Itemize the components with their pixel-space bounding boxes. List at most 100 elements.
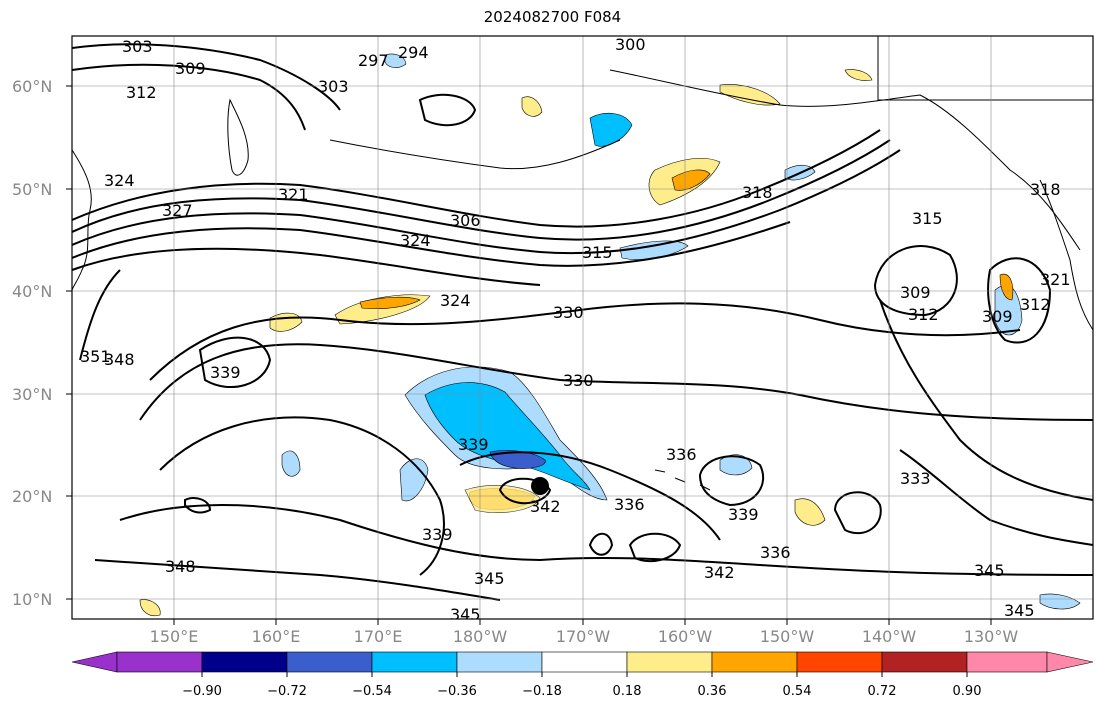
contour-label: 351 <box>80 347 111 366</box>
colorbar-tick-label: −0.18 <box>522 684 562 699</box>
contour-label: 324 <box>400 231 431 250</box>
shade-yellow-4 <box>521 96 543 117</box>
contour-303 <box>72 43 341 111</box>
lon-label: 130°W <box>963 627 1019 646</box>
contour-low-5 <box>628 532 682 563</box>
colorbar-bin <box>881 651 968 673</box>
contour-339-west <box>198 336 272 389</box>
shade-blue-north <box>589 112 633 147</box>
aleutian-chain <box>329 139 621 170</box>
colorbar-tick-label: 0.36 <box>697 684 727 699</box>
colorbar-bin <box>966 651 1048 673</box>
shade-blue-5 <box>719 454 753 476</box>
coastlines <box>72 36 1093 491</box>
contour-label: 318 <box>742 183 773 202</box>
graticule <box>72 36 1093 619</box>
contour-label: 330 <box>563 371 594 390</box>
colorbar-bin <box>116 651 203 673</box>
shade-orange-6 <box>999 273 1014 301</box>
contour-low-4 <box>698 455 765 507</box>
colorbar-bin <box>626 651 713 673</box>
contour-label: 312 <box>1020 295 1051 314</box>
contour-label: 321 <box>278 185 309 204</box>
contour-label: 315 <box>582 243 613 262</box>
asia-coast <box>72 149 92 291</box>
contour-label: 336 <box>666 445 697 464</box>
border-line <box>877 36 1093 101</box>
contour-label: 333 <box>900 469 931 488</box>
colorbar-extend-high <box>1046 651 1094 673</box>
colorbar-ticks <box>201 672 968 677</box>
contour-low-7 <box>498 477 552 505</box>
shade-yellow-9 <box>139 599 161 617</box>
contour-label: 312 <box>908 305 939 324</box>
lon-label: 140°W <box>861 627 917 646</box>
contour-label: 345 <box>474 569 505 588</box>
shade-blue-3 <box>619 240 689 260</box>
contour-ring-2 <box>184 497 212 514</box>
contour-label: 330 <box>553 303 584 322</box>
shade-blue-core <box>424 382 591 491</box>
contour-label: 339 <box>422 525 453 544</box>
contour-label: 300 <box>615 35 646 54</box>
contour-330 <box>149 302 1021 381</box>
contour-east-1 <box>879 299 1093 501</box>
contour-label: 312 <box>126 83 157 102</box>
contour-label: 309 <box>175 59 206 78</box>
contour-label: 294 <box>398 43 429 62</box>
lat-label: 30°N <box>12 385 53 404</box>
colorbar-bin <box>286 651 373 673</box>
lat-label: 20°N <box>12 487 53 506</box>
colorbar-tick-label: −0.90 <box>182 684 222 699</box>
contour-jet-1 <box>72 129 881 228</box>
contour-jet-3 <box>72 149 901 255</box>
tick-marks <box>66 85 992 625</box>
lon-label: 150°W <box>759 627 815 646</box>
colorbar-tick-label: −0.54 <box>352 684 392 699</box>
lon-label: 170°E <box>353 627 403 646</box>
shade-yellow-7 <box>794 498 826 526</box>
colorbar-tick-label: 0.18 <box>612 684 642 699</box>
colorbar-tick-label: 0.72 <box>867 684 897 699</box>
contour-label: 336 <box>760 543 791 562</box>
lon-label: 150°E <box>149 627 199 646</box>
contour-label-layer: 303 309 297 294 300 303 312 324 327 321 … <box>80 35 1071 624</box>
contour-label: 339 <box>458 435 489 454</box>
lat-label: 40°N <box>12 282 53 301</box>
alaska-coast <box>609 69 1081 251</box>
colorbar-bin <box>541 651 628 673</box>
lon-label: 170°W <box>555 627 611 646</box>
shade-orange-1 <box>671 169 711 191</box>
lat-label: 10°N <box>12 590 53 609</box>
contour-label: 345 <box>974 561 1005 580</box>
colorbar-tick-label: 0.90 <box>952 684 982 699</box>
lon-label: 160°W <box>657 627 713 646</box>
contour-label: 339 <box>210 363 241 382</box>
map-plot-area: 303 309 297 294 300 303 312 324 327 321 … <box>72 35 1093 624</box>
shade-blue-8 <box>281 450 301 477</box>
contour-label: 309 <box>900 283 931 302</box>
shade-yellow-3 <box>719 84 781 106</box>
contour-ring-1 <box>418 93 477 127</box>
contour-low-6 <box>588 532 614 556</box>
contour-label: 342 <box>704 563 735 582</box>
contour-label: 345 <box>450 605 481 624</box>
contour-label: 345 <box>1004 601 1035 620</box>
contour-label: 339 <box>728 505 759 524</box>
contour-low-1 <box>873 245 958 317</box>
shade-blue-12 <box>1039 593 1081 610</box>
colorbar-bin <box>201 651 288 673</box>
contour-label: 303 <box>318 77 349 96</box>
contour-label: 342 <box>530 497 561 516</box>
contour-low-2 <box>987 257 1052 344</box>
colorbar-tick-label: −0.36 <box>437 684 477 699</box>
contour-348 <box>94 559 501 601</box>
contour-label: 327 <box>162 201 193 220</box>
colorbar-extend-low <box>71 651 118 673</box>
shade-yellow-south <box>464 485 541 513</box>
lat-label: 60°N <box>12 77 53 96</box>
colorbar-bin <box>796 651 883 673</box>
contour-label: 348 <box>104 350 135 369</box>
contour-309 <box>72 63 306 131</box>
colorbar <box>71 651 1094 677</box>
